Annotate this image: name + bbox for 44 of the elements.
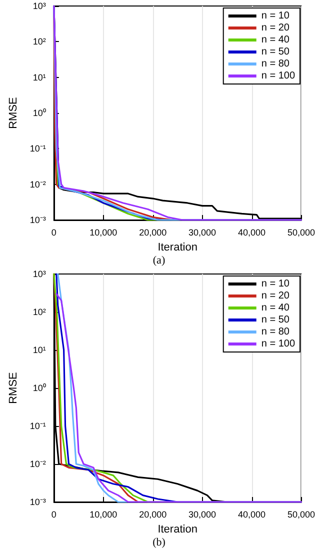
x-axis-title: Iteration	[158, 242, 198, 254]
x-tick-label: 0	[51, 510, 56, 520]
legend-label: n = 20	[261, 22, 290, 34]
y-tick-label: 10³	[32, 269, 46, 279]
legend-label: n = 10	[261, 10, 290, 22]
x-tick-label: 10,000	[90, 510, 118, 520]
y-axis-title: RMSE	[8, 97, 20, 129]
text: (a)	[152, 254, 166, 266]
y-tick-label: 10⁻³	[30, 215, 46, 225]
legend-label: n = 20	[261, 290, 290, 302]
legend-label: n = 80	[261, 58, 290, 70]
text: (b)	[152, 536, 166, 548]
x-tick-label: 30,000	[188, 228, 216, 238]
y-tick-label: 10¹	[32, 72, 46, 82]
legend-label: n = 40	[261, 302, 290, 314]
legend-label: n = 50	[261, 46, 290, 58]
x-tick-label: 50,000	[287, 228, 315, 238]
x-tick-label: 20,000	[139, 228, 167, 238]
y-tick-label: 10⁰	[32, 383, 46, 393]
x-tick-label: 20,000	[139, 510, 167, 520]
y-tick-label: 10⁰	[32, 108, 46, 118]
y-tick-label: 10¹	[32, 345, 46, 355]
x-tick-label: 50,000	[287, 510, 315, 520]
y-axis-title: RMSE	[8, 372, 20, 404]
y-tick-label: 10²	[32, 36, 46, 47]
y-tick-label: 10⁻¹	[30, 144, 46, 154]
y-tick-label: 10⁻³	[30, 497, 46, 507]
legend-label: n = 80	[261, 326, 290, 338]
x-tick-label: 30,000	[188, 510, 216, 520]
legend-label: n = 100	[261, 338, 296, 350]
x-axis-title: Iteration	[158, 524, 198, 536]
x-tick-label: 40,000	[238, 228, 266, 238]
legend-label: n = 50	[261, 314, 290, 326]
y-tick-label: 10⁻¹	[30, 421, 46, 431]
legend-label: n = 100	[261, 70, 296, 82]
legend-label: n = 40	[261, 34, 290, 46]
legend-label: n = 10	[261, 278, 290, 290]
y-tick-label: 10⁻²	[30, 179, 46, 190]
y-tick-label: 10³	[32, 1, 46, 11]
x-tick-label: 10,000	[90, 228, 118, 238]
x-tick-label: 40,000	[238, 510, 266, 520]
y-tick-label: 10⁻²	[30, 459, 46, 469]
y-tick-label: 10²	[32, 307, 46, 317]
x-tick-label: 0	[51, 228, 56, 238]
